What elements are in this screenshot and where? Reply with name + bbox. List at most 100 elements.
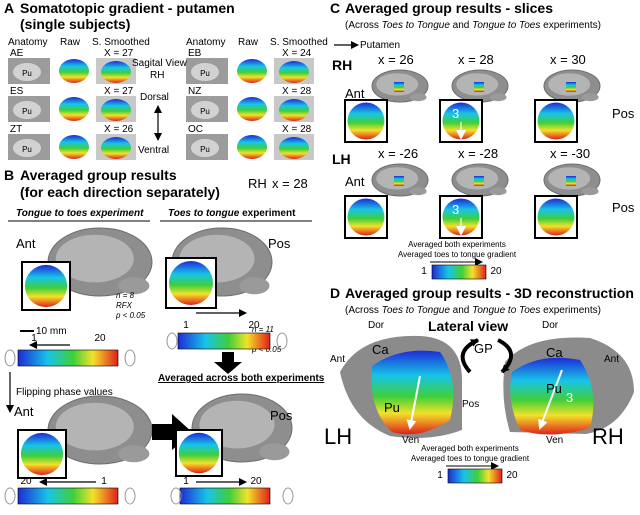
hemisphere-label: LH — [332, 151, 351, 167]
colorbar — [447, 468, 503, 484]
ventral-label: Ven — [402, 435, 419, 446]
slice-label: X = 28 — [282, 86, 312, 97]
smoothed-map — [279, 99, 309, 121]
hemisphere-label: RH — [592, 424, 624, 449]
caption: Averaged both experiments — [421, 444, 519, 453]
anterior-label: Ant — [14, 404, 34, 419]
curved-arrow — [460, 338, 479, 374]
body-icon — [276, 332, 288, 350]
subtitle-part: and — [450, 20, 472, 31]
slice-label: x = 28 — [272, 176, 308, 191]
combined-title: Averaged across both experiments — [158, 373, 325, 384]
colorbar — [177, 332, 271, 350]
activation — [537, 198, 575, 236]
scale-min: 1 — [31, 333, 37, 344]
cerebellum — [581, 93, 599, 102]
slice-label: x = -30 — [550, 146, 590, 161]
subtitle-part: experiments) — [540, 20, 601, 31]
subtitle-part: Tongue to Toes — [472, 20, 540, 31]
slice-label: X = 27 — [104, 48, 134, 59]
raw-map — [59, 97, 89, 121]
panel-letter: C — [330, 0, 340, 16]
subtitle-part: and — [450, 305, 472, 316]
subject-name: ES — [10, 86, 24, 97]
body-icon — [166, 332, 178, 350]
activation — [24, 264, 68, 308]
smoothed-map — [279, 61, 309, 83]
arrow — [406, 375, 421, 430]
brain-inner — [55, 234, 134, 283]
column-header: Raw — [60, 37, 81, 48]
raw-map — [237, 135, 267, 159]
scale-min: 20 — [20, 476, 32, 487]
subtitle-part: Tongue to Toes — [472, 305, 540, 316]
smoothed-map — [101, 137, 131, 159]
subtitle-part: Toes to Tongue — [382, 305, 451, 316]
activation-spot — [394, 176, 404, 186]
cerebellum — [489, 93, 507, 102]
raw-map — [59, 135, 89, 159]
body-icon — [4, 487, 16, 505]
panel-letter: B — [4, 167, 14, 183]
anatomy-structure — [13, 139, 41, 157]
ventral-label: Ventral — [138, 145, 169, 156]
subject-name: OC — [188, 124, 203, 135]
scale-min: 1 — [183, 476, 189, 487]
putamen-label: Pu — [384, 400, 400, 415]
activation-spot — [566, 82, 576, 92]
dorsal-label: Dor — [542, 320, 559, 331]
colorbar — [179, 487, 271, 505]
caudate-label: Ca — [546, 345, 563, 360]
column-header: S. Smoothed — [270, 37, 328, 48]
activation — [169, 261, 213, 305]
cerebellum — [489, 187, 507, 196]
anterior-label: Ant — [330, 354, 345, 365]
putamen-label: Pu — [546, 381, 562, 396]
hemisphere-label: RH — [248, 176, 267, 191]
subject-name: EB — [188, 48, 202, 59]
cerebellum — [118, 277, 150, 295]
anterior-label: Ant — [16, 236, 36, 251]
slice-label: x = -28 — [458, 146, 498, 161]
colorbar — [431, 264, 487, 280]
title-part: experiment — [239, 208, 296, 219]
anatomy-structure — [191, 139, 219, 157]
smoothed-map — [101, 61, 131, 83]
inset-label: 3 — [452, 202, 459, 217]
activation — [442, 102, 480, 140]
column-header: Anatomy — [186, 37, 225, 48]
posterior-label: Pos — [612, 106, 635, 121]
title-part: Toes to tongue — [168, 208, 240, 219]
stats-label: RFX — [116, 301, 133, 310]
flip-label: Flipping phase values — [16, 387, 113, 398]
caption: Averaged both experiments — [408, 240, 506, 249]
subtitle: (Across Toes to Tongue and Tongue to Toe… — [345, 305, 601, 316]
scale-max: 20 — [248, 320, 260, 331]
posterior-label: Pos — [612, 200, 635, 215]
activation — [20, 432, 64, 476]
stats-label: n = 11 — [252, 325, 274, 334]
structure-label: Pu — [200, 107, 210, 116]
cerebellum — [581, 187, 599, 196]
scale-max: 20 — [94, 333, 106, 344]
posterior-label: Pos — [268, 236, 291, 251]
raw-map — [237, 59, 267, 83]
arrow — [538, 369, 563, 430]
panel-title: Averaged group results - 3D reconstructi… — [345, 285, 634, 301]
big-down-arrow — [214, 352, 242, 374]
posterior-label: Pos — [270, 408, 293, 423]
curved-arrow — [497, 338, 513, 374]
smoothed-map — [101, 99, 131, 121]
scale-min: 1 — [421, 266, 427, 277]
activation — [537, 102, 575, 140]
experiment-title: Tongue to toes experiment — [16, 208, 144, 219]
scale-max: 1 — [101, 476, 107, 487]
subtitle-part: experiments) — [540, 305, 601, 316]
body-icon — [124, 349, 136, 367]
activation-spot — [474, 176, 484, 186]
cerebellum — [409, 93, 427, 102]
stats-label: p < 0.05 — [115, 311, 146, 320]
putamen-3d-left — [371, 350, 454, 435]
anatomy-structure — [13, 63, 41, 81]
panel-title: Averaged group results — [20, 167, 177, 183]
